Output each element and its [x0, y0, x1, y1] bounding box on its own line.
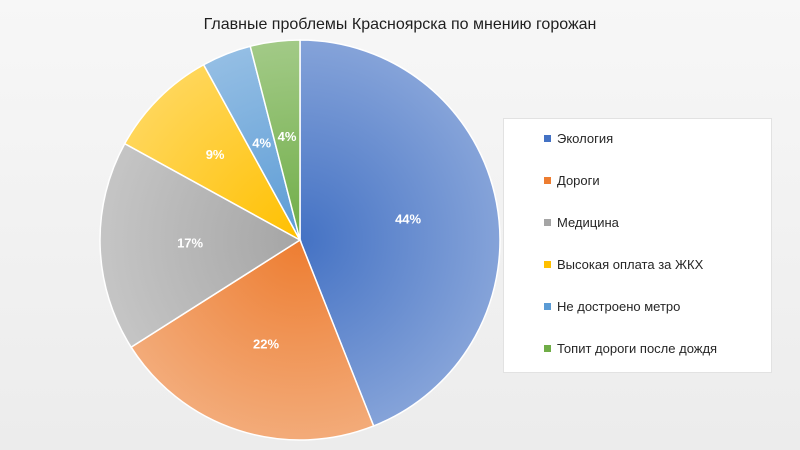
legend-item-3: Медицина [544, 215, 619, 230]
slice-label-4: 9% [206, 147, 225, 162]
legend: Экология Дороги Медицина Высокая оплата за … [503, 118, 772, 373]
pie-slice-1 [299, 39, 501, 427]
legend-swatch [544, 345, 551, 352]
legend-label: Дороги [557, 173, 600, 188]
legend-swatch [544, 219, 551, 226]
pie-slice-3 [99, 142, 302, 349]
legend-item-4: Высокая оплата за ЖКХ [544, 257, 703, 272]
legend-item-6: Топит дороги после дождя [544, 341, 717, 356]
slice-label-3: 17% [177, 236, 203, 251]
legend-item-2: Дороги [544, 173, 600, 188]
legend-swatch [544, 303, 551, 310]
legend-swatch [544, 135, 551, 142]
legend-label: Топит дороги после дождя [557, 341, 718, 356]
slice-label-1: 44% [395, 211, 421, 226]
legend-swatch [544, 177, 551, 184]
legend-label: Высокая оплата за ЖКХ [557, 257, 704, 272]
pie-slice-4 [123, 63, 302, 242]
legend-label: Не достроено метро [557, 299, 681, 314]
pie-slice-6 [249, 39, 301, 241]
legend-swatch [544, 261, 551, 268]
slice-label-6: 4% [278, 129, 297, 144]
legend-item-5: Не достроено метро [544, 299, 680, 314]
legend-label: Медицина [557, 215, 619, 230]
legend-label: Экология [557, 131, 614, 146]
legend-item-1: Экология [544, 131, 613, 146]
slice-label-5: 4% [252, 135, 271, 150]
slice-label-2: 22% [253, 337, 279, 352]
chart-title: Главные проблемы Красноярска по мнению г… [203, 16, 597, 33]
pie-slice-2 [130, 238, 375, 441]
